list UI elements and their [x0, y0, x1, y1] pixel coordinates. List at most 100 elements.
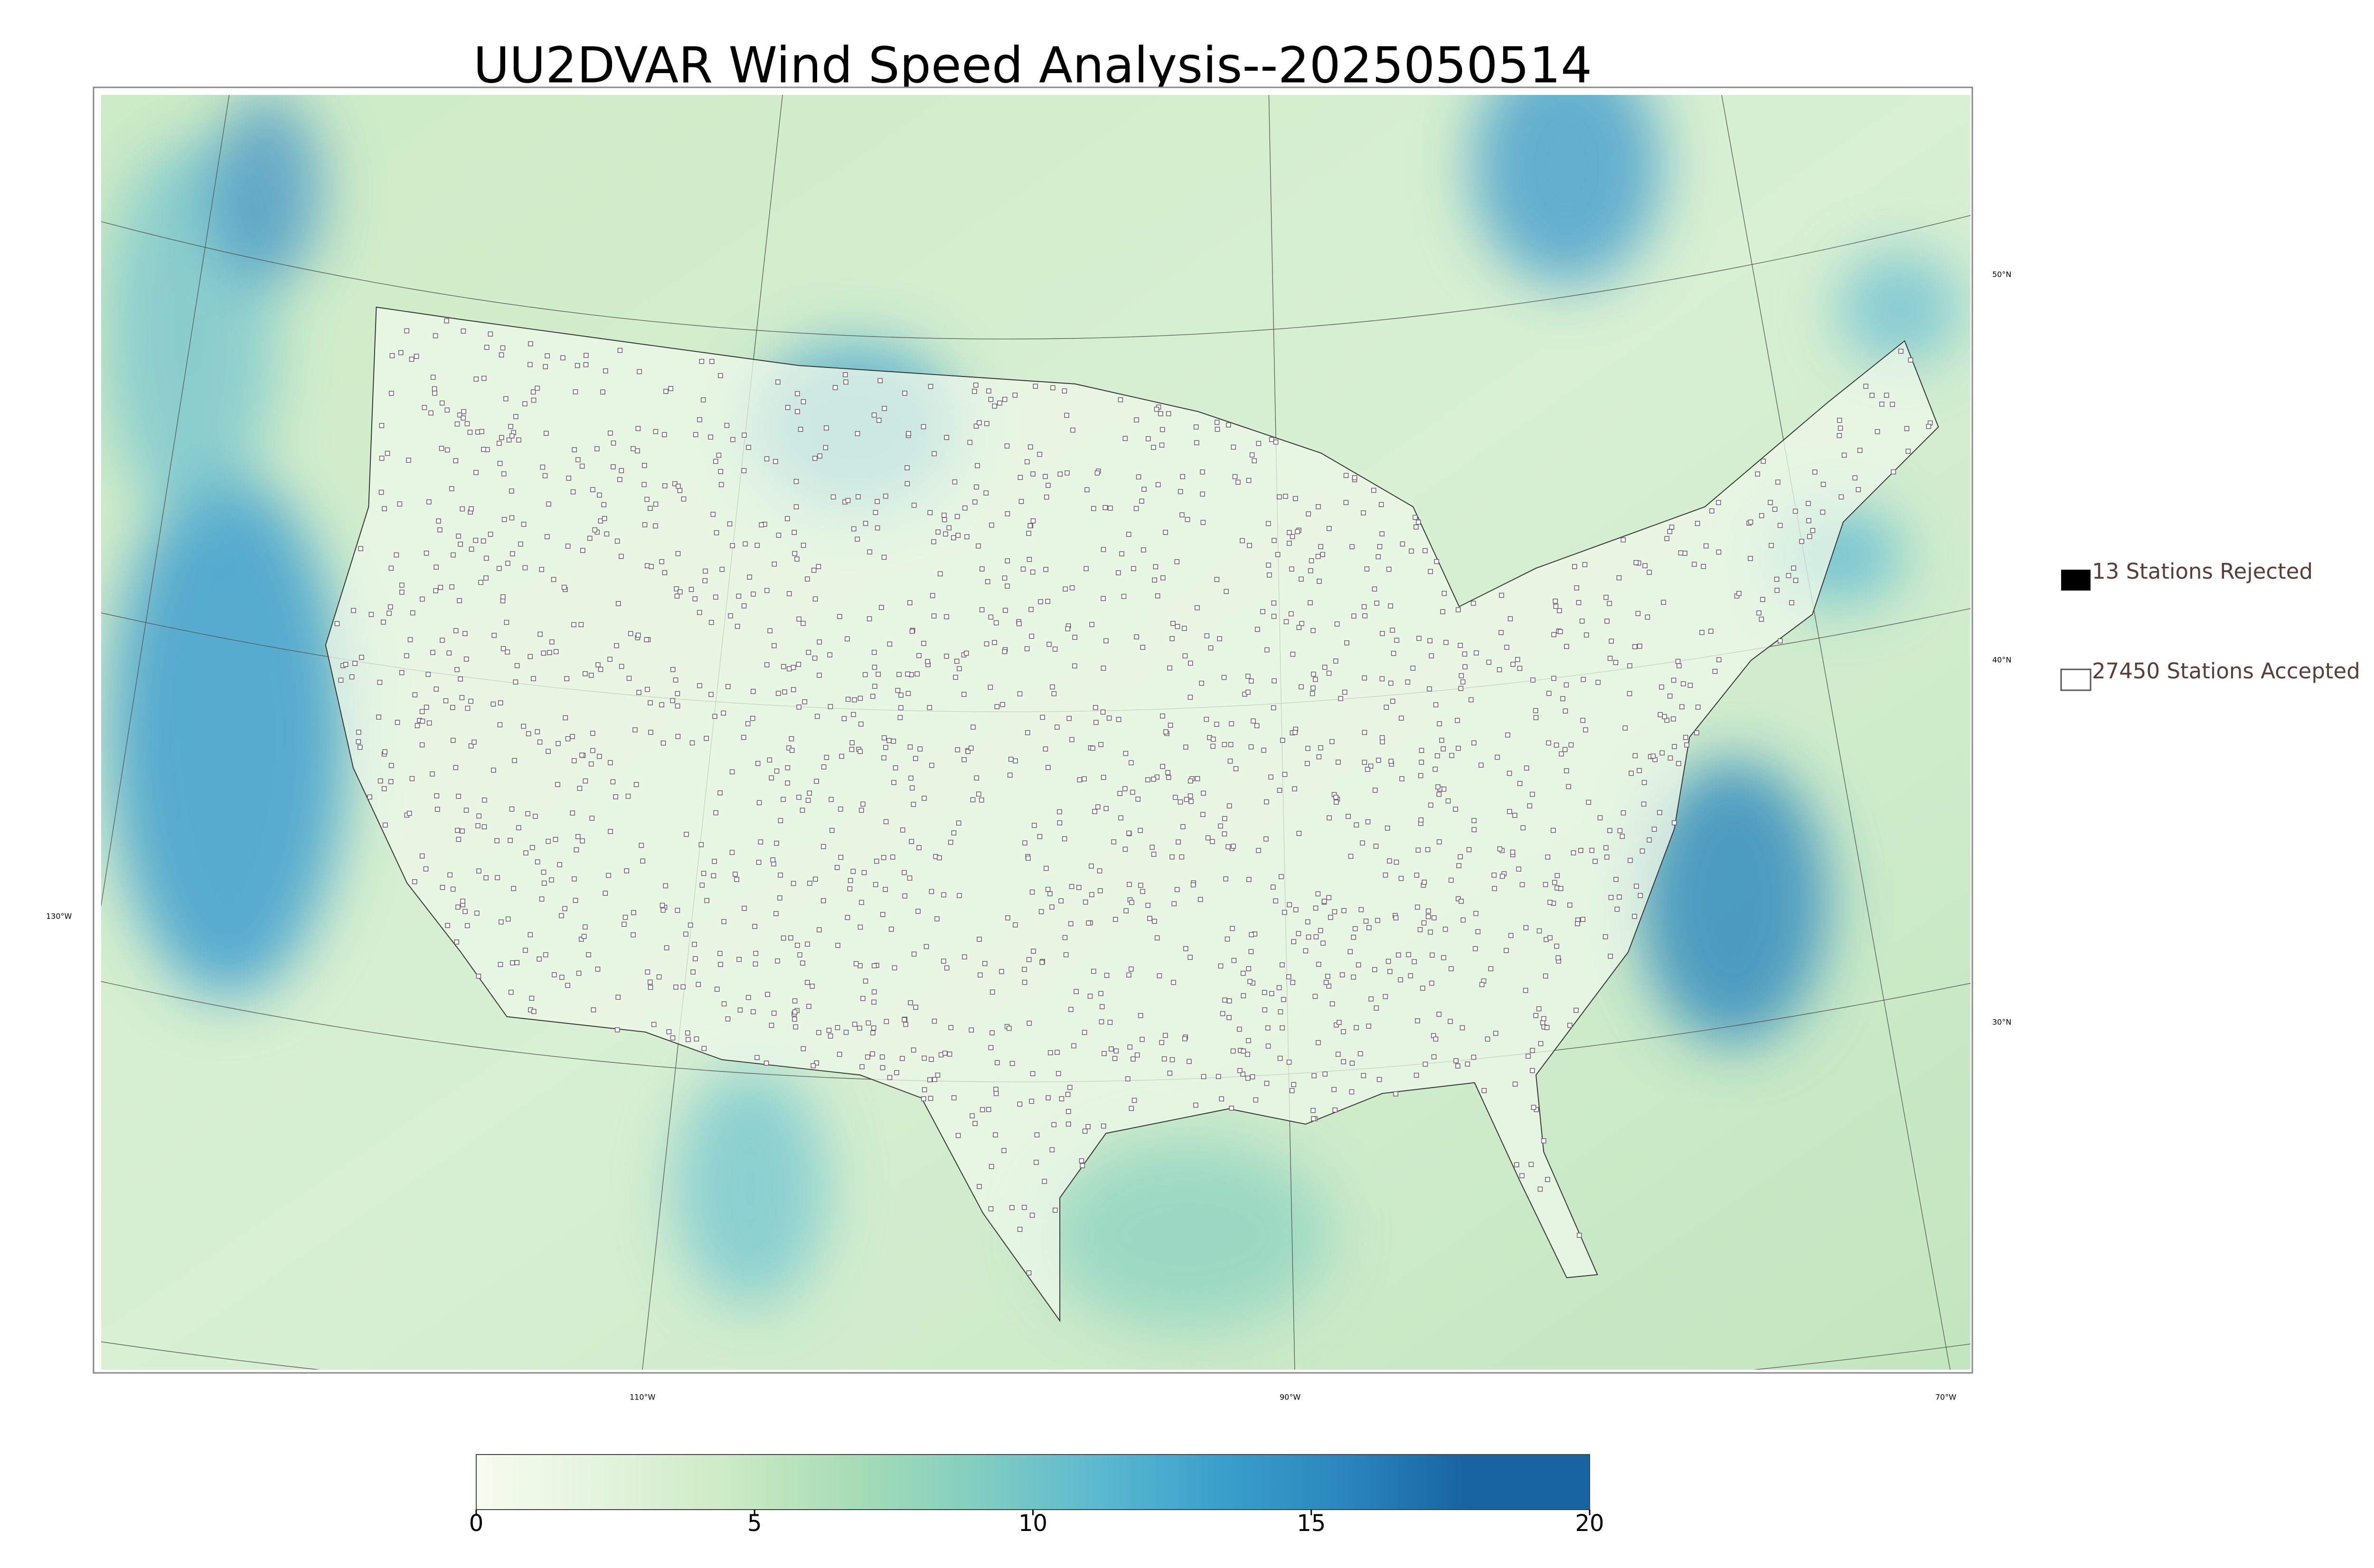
station-marker: [469, 546, 474, 552]
station-marker: [592, 527, 598, 533]
station-marker: [1322, 665, 1328, 670]
station-marker: [972, 499, 978, 505]
station-marker: [883, 887, 888, 892]
station-marker: [929, 889, 934, 894]
station-marker: [1271, 705, 1276, 711]
station-marker: [812, 656, 818, 661]
station-marker: [603, 891, 608, 896]
station-marker: [389, 391, 394, 396]
station-marker: [453, 458, 459, 463]
station-marker: [675, 908, 680, 913]
station-marker: [927, 510, 933, 516]
station-marker: [1339, 972, 1345, 977]
station-marker: [1806, 501, 1811, 506]
station-marker: [1661, 600, 1666, 605]
station-marker: [1387, 969, 1393, 974]
station-marker: [1497, 667, 1502, 673]
station-marker: [1863, 384, 1869, 389]
station-marker: [1052, 647, 1058, 652]
station-marker: [1354, 1025, 1359, 1031]
station-marker: [1315, 554, 1321, 559]
station-marker: [1287, 530, 1292, 535]
station-marker: [1271, 884, 1276, 890]
station-marker: [929, 762, 934, 768]
station-marker: [1293, 907, 1299, 912]
station-marker: [458, 542, 463, 547]
station-marker: [1154, 406, 1159, 412]
station-marker: [1639, 848, 1645, 854]
station-marker: [1275, 552, 1281, 557]
station-marker: [1008, 757, 1014, 762]
station-marker: [1420, 986, 1425, 991]
station-marker: [1107, 1020, 1113, 1025]
station-marker: [1247, 979, 1253, 984]
station-marker: [1222, 816, 1227, 821]
station-marker: [1277, 494, 1282, 499]
station-marker: [474, 911, 480, 916]
station-marker: [383, 822, 388, 828]
station-marker: [793, 504, 799, 509]
station-marker: [426, 720, 432, 726]
station-marker: [1091, 968, 1096, 974]
station-marker: [1045, 599, 1051, 604]
station-marker: [1039, 959, 1045, 965]
station-marker: [794, 556, 800, 562]
station-marker: [382, 506, 387, 511]
station-marker: [531, 1009, 537, 1014]
station-marker: [503, 396, 509, 402]
station-marker: [1632, 753, 1638, 759]
station-marker: [957, 666, 962, 671]
station-marker: [984, 421, 989, 426]
station-marker: [1082, 776, 1087, 781]
station-marker: [792, 1016, 797, 1022]
station-marker: [763, 1061, 769, 1066]
station-marker: [718, 373, 723, 378]
station-marker: [509, 806, 515, 812]
station-marker: [1383, 994, 1388, 999]
lon-label: 70°W: [1935, 1393, 1956, 1402]
station-marker: [999, 969, 1004, 974]
station-marker: [1163, 729, 1168, 734]
station-marker: [584, 353, 589, 358]
station-marker: [807, 881, 812, 886]
station-marker: [733, 872, 738, 877]
station-marker: [674, 586, 679, 592]
station-marker: [789, 736, 794, 742]
station-marker: [883, 493, 888, 499]
station-marker: [499, 352, 504, 357]
station-marker: [1305, 746, 1310, 751]
station-marker: [1426, 908, 1431, 914]
station-marker: [1325, 974, 1330, 979]
station-marker: [494, 838, 499, 844]
station-marker: [453, 765, 459, 770]
station-marker: [1458, 643, 1463, 648]
station-marker: [1318, 745, 1323, 751]
station-marker: [476, 813, 481, 819]
station-marker: [1459, 899, 1464, 904]
station-marker: [409, 357, 415, 362]
station-marker: [1130, 789, 1135, 795]
station-marker: [1419, 760, 1424, 765]
station-marker: [1520, 825, 1526, 831]
station-marker: [955, 1133, 961, 1138]
station-marker: [1553, 603, 1559, 609]
station-marker: [1398, 876, 1404, 881]
station-marker: [986, 388, 991, 394]
station-marker: [644, 637, 650, 642]
station-marker: [1276, 985, 1282, 990]
station-marker: [1376, 1077, 1382, 1082]
station-marker: [776, 691, 781, 696]
station-marker: [1029, 1212, 1035, 1218]
station-marker: [1577, 1232, 1582, 1238]
station-marker: [458, 676, 463, 682]
station-marker: [659, 702, 664, 707]
station-marker: [930, 593, 935, 598]
station-marker: [925, 659, 930, 664]
station-marker: [433, 686, 439, 692]
station-marker: [1050, 684, 1055, 690]
station-marker: [1356, 962, 1361, 967]
station-marker: [1283, 619, 1289, 624]
station-marker: [871, 1025, 876, 1031]
station-marker: [851, 712, 856, 717]
station-marker: [881, 755, 886, 761]
